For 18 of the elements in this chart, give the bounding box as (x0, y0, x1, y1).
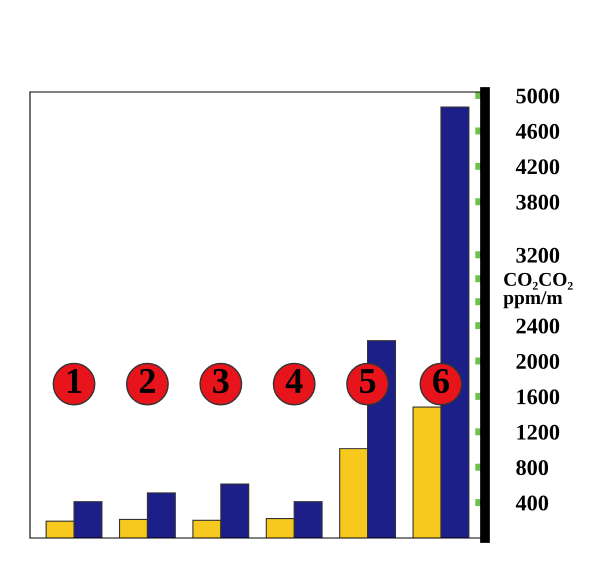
y-tick-label: 2000 (516, 354, 560, 369)
y-axis-title: CO₂CO₂ ppm/m (503, 272, 573, 308)
x-tick-label: 3 (213, 368, 229, 394)
y-tick-label: 4200 (516, 159, 560, 174)
y-tick-label: 3800 (516, 194, 560, 210)
y-tick-label: 4600 (516, 124, 560, 139)
y-tick-label: 1200 (517, 424, 560, 440)
y-tick-label: 5000 (516, 88, 560, 104)
x-tick-label: 2 (140, 368, 155, 393)
y-tick-label: 800 (516, 460, 548, 476)
x-tick-label: 5 (360, 369, 376, 394)
x-tick-label: 6 (433, 368, 449, 394)
y-tick-label: 400 (516, 496, 548, 511)
x-tick-label: 1 (68, 368, 82, 393)
x-tick-label: 4 (286, 369, 303, 393)
y-tick-label: 1600 (517, 389, 560, 404)
y-tick-label: 2400 (516, 318, 560, 334)
y-tick-label: 3200 (516, 248, 560, 263)
